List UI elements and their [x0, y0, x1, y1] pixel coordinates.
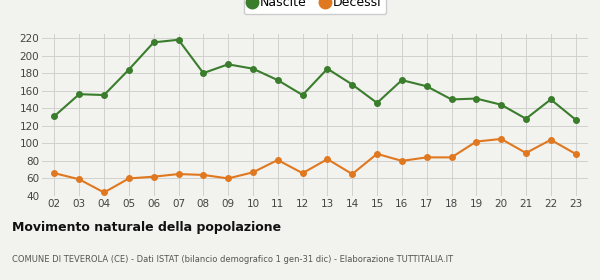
- Decessi: [150, 175, 157, 178]
- Nascite: [448, 98, 455, 101]
- Nascite: [274, 78, 281, 82]
- Decessi: [497, 137, 505, 141]
- Decessi: [200, 173, 207, 177]
- Nascite: [299, 93, 306, 97]
- Nascite: [398, 78, 406, 82]
- Decessi: [473, 140, 480, 143]
- Decessi: [76, 178, 83, 181]
- Decessi: [373, 152, 380, 156]
- Line: Decessi: Decessi: [52, 136, 578, 195]
- Line: Nascite: Nascite: [52, 37, 578, 122]
- Nascite: [200, 71, 207, 75]
- Decessi: [398, 159, 406, 163]
- Decessi: [523, 151, 530, 155]
- Nascite: [473, 97, 480, 100]
- Nascite: [76, 92, 83, 96]
- Decessi: [547, 138, 554, 141]
- Text: Movimento naturale della popolazione: Movimento naturale della popolazione: [12, 221, 281, 234]
- Decessi: [274, 158, 281, 162]
- Nascite: [125, 68, 133, 71]
- Decessi: [423, 156, 430, 159]
- Nascite: [250, 67, 257, 70]
- Decessi: [349, 172, 356, 176]
- Nascite: [100, 93, 107, 97]
- Legend: Nascite, Decessi: Nascite, Decessi: [244, 0, 386, 14]
- Decessi: [100, 191, 107, 194]
- Decessi: [175, 172, 182, 176]
- Nascite: [373, 101, 380, 105]
- Nascite: [175, 38, 182, 41]
- Decessi: [572, 152, 579, 156]
- Nascite: [150, 41, 157, 44]
- Text: COMUNE DI TEVEROLA (CE) - Dati ISTAT (bilancio demografico 1 gen-31 dic) - Elabo: COMUNE DI TEVEROLA (CE) - Dati ISTAT (bi…: [12, 255, 453, 264]
- Decessi: [250, 171, 257, 174]
- Nascite: [523, 117, 530, 120]
- Nascite: [349, 83, 356, 86]
- Nascite: [497, 103, 505, 106]
- Nascite: [572, 118, 579, 121]
- Nascite: [224, 63, 232, 66]
- Decessi: [448, 156, 455, 159]
- Decessi: [125, 177, 133, 180]
- Nascite: [51, 115, 58, 118]
- Decessi: [224, 177, 232, 180]
- Decessi: [51, 171, 58, 175]
- Decessi: [324, 157, 331, 161]
- Decessi: [299, 171, 306, 175]
- Nascite: [324, 67, 331, 70]
- Nascite: [423, 85, 430, 88]
- Nascite: [547, 98, 554, 101]
